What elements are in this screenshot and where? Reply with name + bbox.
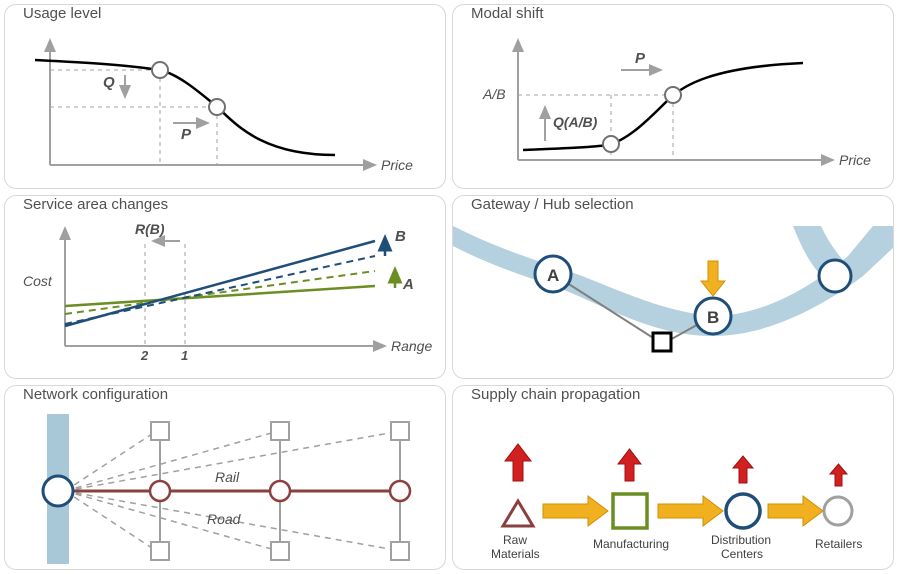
- svg-text:Materials: Materials: [491, 547, 540, 561]
- panel-title: Network configuration: [19, 386, 172, 403]
- svg-text:Retailers: Retailers: [815, 537, 862, 551]
- panel-modal-shift: Modal shift P Q(A/B) A/B Price: [452, 4, 894, 189]
- svg-text:B: B: [395, 228, 406, 245]
- x-axis-label: Price: [839, 152, 871, 168]
- svg-text:Rail: Rail: [215, 469, 240, 485]
- svg-text:2: 2: [140, 348, 149, 363]
- svg-text:A: A: [402, 276, 414, 293]
- svg-text:Manufacturing: Manufacturing: [593, 537, 669, 551]
- svg-text:Distribution: Distribution: [711, 533, 771, 547]
- svg-text:Cost: Cost: [23, 273, 53, 289]
- panel-title: Usage level: [19, 5, 105, 22]
- x-axis-label: Price: [381, 157, 413, 173]
- usage-chart: Q P Price: [5, 5, 445, 187]
- service-chart: 1 2 R(B) Cost Range A B: [5, 196, 445, 378]
- panel-supply-chain: Supply chain propagation Raw Materials M…: [452, 385, 894, 570]
- p-label: P: [635, 50, 646, 67]
- svg-text:R(B): R(B): [135, 221, 165, 237]
- network-diagram: Rail Road: [5, 386, 445, 568]
- panel-title: Gateway / Hub selection: [467, 196, 638, 213]
- svg-text:Centers: Centers: [721, 547, 763, 561]
- panel-service-area: Service area changes 1 2 R(B): [4, 195, 446, 380]
- svg-text:B: B: [707, 308, 719, 327]
- svg-text:Raw: Raw: [503, 533, 527, 547]
- y-axis-label: A/B: [482, 86, 506, 102]
- modal-chart: P Q(A/B) A/B Price: [453, 5, 893, 187]
- supply-diagram: Raw Materials Manufacturing Distribution…: [453, 386, 893, 568]
- panel-network-config: Network configuration: [4, 385, 446, 570]
- panel-title: Supply chain propagation: [467, 386, 644, 403]
- svg-text:1: 1: [181, 348, 188, 363]
- panel-gateway-hub: Gateway / Hub selection A B: [452, 195, 894, 380]
- q-label: Q(A/B): [553, 114, 598, 130]
- p-label: P: [181, 126, 192, 143]
- q-label: Q: [103, 74, 115, 91]
- panel-title: Service area changes: [19, 196, 172, 213]
- svg-text:Range: Range: [391, 338, 432, 354]
- panel-usage-level: Usage level Q P: [4, 4, 446, 189]
- svg-text:Road: Road: [207, 511, 242, 527]
- svg-text:A: A: [547, 266, 559, 285]
- gateway-diagram: A B: [453, 196, 893, 378]
- panel-title: Modal shift: [467, 5, 548, 22]
